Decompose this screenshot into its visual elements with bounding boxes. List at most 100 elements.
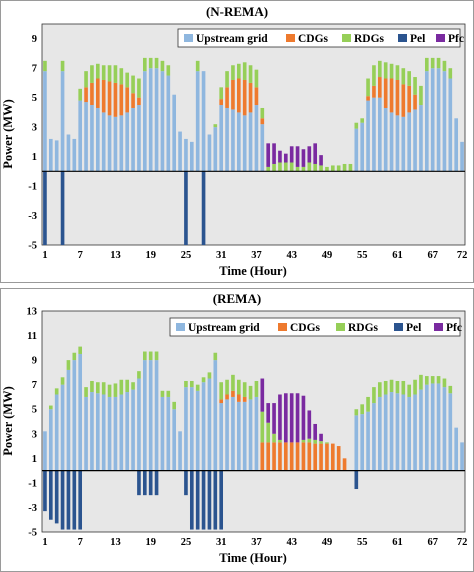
y-tick-label: 7 — [32, 380, 37, 391]
bar-cdgs-hour-58 — [377, 77, 382, 98]
bar-rdgs-hour-54 — [354, 409, 359, 416]
bar-cdgs-hour-34 — [236, 78, 241, 113]
bar-rdgs-hour-62 — [401, 380, 406, 395]
bar-rdgs-hour-11 — [101, 65, 106, 80]
bar-cdgs-hour-33 — [231, 79, 235, 110]
bar-rdgs-hour-63 — [407, 71, 412, 86]
bar-upstream-grid-hour-5 — [66, 134, 71, 172]
bar-pfc-hour-45 — [301, 395, 306, 440]
bar-rdgs-hour-67 — [430, 376, 435, 384]
bar-rdgs-hour-22 — [166, 390, 171, 397]
y-tick-label: -5 — [28, 241, 37, 252]
bar-cdgs-hour-12 — [107, 81, 112, 116]
x-tick-label: 25 — [181, 537, 192, 548]
bar-rdgs-hour-69 — [442, 378, 447, 388]
bar-pel-hour-20 — [154, 470, 159, 496]
bar-upstream-grid-hour-69 — [442, 387, 447, 471]
bar-upstream-grid-hour-65 — [419, 105, 423, 172]
bar-upstream-grid-hour-70 — [448, 78, 453, 172]
bar-upstream-grid-hour-6 — [72, 360, 77, 471]
bar-upstream-grid-hour-18 — [142, 71, 147, 172]
bar-upstream-grid-hour-68 — [436, 68, 441, 172]
legend-label-pel: Pel — [410, 33, 425, 45]
bar-upstream-grid-hour-19 — [148, 360, 153, 471]
bar-rdgs-hour-65 — [419, 85, 423, 106]
legend-swatch-rdgs — [342, 34, 351, 42]
bar-upstream-grid-hour-58 — [377, 396, 382, 471]
bar-rdgs-hour-56 — [366, 396, 370, 412]
bar-upstream-grid-hour-11 — [101, 394, 106, 471]
bar-rdgs-hour-30 — [213, 124, 218, 128]
bar-upstream-grid-hour-12 — [107, 115, 112, 172]
x-tick-label: 61 — [392, 250, 403, 261]
legend-label-upstream-grid: Upstream grid — [196, 33, 268, 45]
bar-rdgs-hour-44 — [295, 166, 300, 172]
bar-rdgs-hour-63 — [407, 384, 412, 397]
bar-upstream-grid-hour-34 — [236, 112, 241, 172]
bar-rdgs-hour-18 — [142, 57, 147, 72]
bar-rdgs-hour-34 — [236, 63, 241, 79]
bar-rdgs-hour-32 — [225, 71, 229, 88]
bar-rdgs-hour-48 — [319, 165, 323, 172]
bar-upstream-grid-hour-9 — [90, 105, 94, 172]
bar-upstream-grid-hour-30 — [213, 127, 218, 172]
y-tick-label: 5 — [32, 405, 37, 416]
bar-rdgs-hour-14 — [119, 379, 124, 395]
bar-rdgs-hour-61 — [395, 65, 400, 80]
bar-upstream-grid-hour-59 — [383, 107, 388, 172]
bar-pfc-hour-46 — [307, 410, 312, 439]
bar-cdgs-hour-33 — [231, 390, 235, 397]
bar-rdgs-hour-29 — [207, 372, 212, 379]
bar-upstream-grid-hour-25 — [184, 387, 188, 471]
bar-pel-hour-3 — [54, 470, 59, 524]
bar-cdgs-hour-38 — [260, 118, 265, 125]
bar-upstream-grid-hour-64 — [413, 109, 417, 172]
bar-cdgs-hour-14 — [119, 84, 124, 116]
y-tick-label: -3 — [28, 211, 37, 222]
bar-pel-hour-31 — [219, 470, 224, 530]
bar-upstream-grid-hour-8 — [84, 102, 88, 172]
bar-rdgs-hour-38 — [260, 411, 265, 443]
bar-upstream-grid-hour-25 — [184, 138, 188, 172]
bar-rdgs-hour-28 — [201, 377, 206, 383]
y-axis-label: Power (MW) — [1, 99, 15, 169]
y-tick-label: 1 — [32, 454, 37, 465]
bar-upstream-grid-hour-10 — [95, 107, 100, 172]
bar-cdgs-hour-34 — [236, 394, 241, 402]
chart-title: (REMA) — [213, 291, 261, 306]
bar-rdgs-hour-57 — [372, 65, 376, 86]
bar-pfc-hour-40 — [272, 403, 276, 434]
bar-pel-hour-27 — [195, 470, 200, 530]
bar-rdgs-hour-62 — [401, 68, 406, 85]
x-tick-label: 25 — [181, 250, 192, 261]
bar-upstream-grid-hour-72 — [460, 442, 464, 471]
bar-upstream-grid-hour-14 — [119, 394, 124, 471]
bar-upstream-grid-hour-7 — [78, 100, 83, 172]
legend-label-upstream-grid: Upstream grid — [188, 322, 260, 334]
y-tick-label: -1 — [28, 182, 37, 193]
bar-upstream-grid-hour-57 — [372, 403, 376, 471]
bar-cdgs-hour-32 — [225, 394, 229, 400]
bar-cdgs-hour-47 — [313, 443, 318, 471]
bar-upstream-grid-hour-26 — [189, 141, 194, 172]
bar-rdgs-hour-2 — [48, 405, 53, 410]
bar-pel-hour-28 — [201, 470, 206, 530]
x-tick-label: 55 — [357, 537, 368, 548]
bar-upstream-grid-hour-14 — [119, 115, 124, 172]
bar-cdgs-hour-61 — [395, 79, 400, 116]
bar-upstream-grid-hour-24 — [178, 431, 182, 471]
bar-pfc-hour-38 — [260, 378, 265, 412]
bar-pel-hour-1 — [43, 470, 47, 512]
bar-upstream-grid-hour-36 — [248, 112, 253, 172]
bar-upstream-grid-hour-15 — [125, 392, 130, 471]
bar-pfc-hour-47 — [313, 143, 318, 164]
x-axis-ticks: 1 7 13 19 25 31 37 43 49 55 61 67 72 — [42, 537, 467, 548]
bar-upstream-grid-hour-29 — [207, 134, 212, 172]
bar-rdgs-hour-58 — [377, 382, 382, 397]
x-axis-label: Time (Hour) — [219, 264, 286, 278]
bar-cdgs-hour-44 — [295, 442, 300, 471]
legend-label-rdgs: RDGs — [354, 33, 385, 45]
bar-rdgs-hour-5 — [66, 360, 71, 370]
